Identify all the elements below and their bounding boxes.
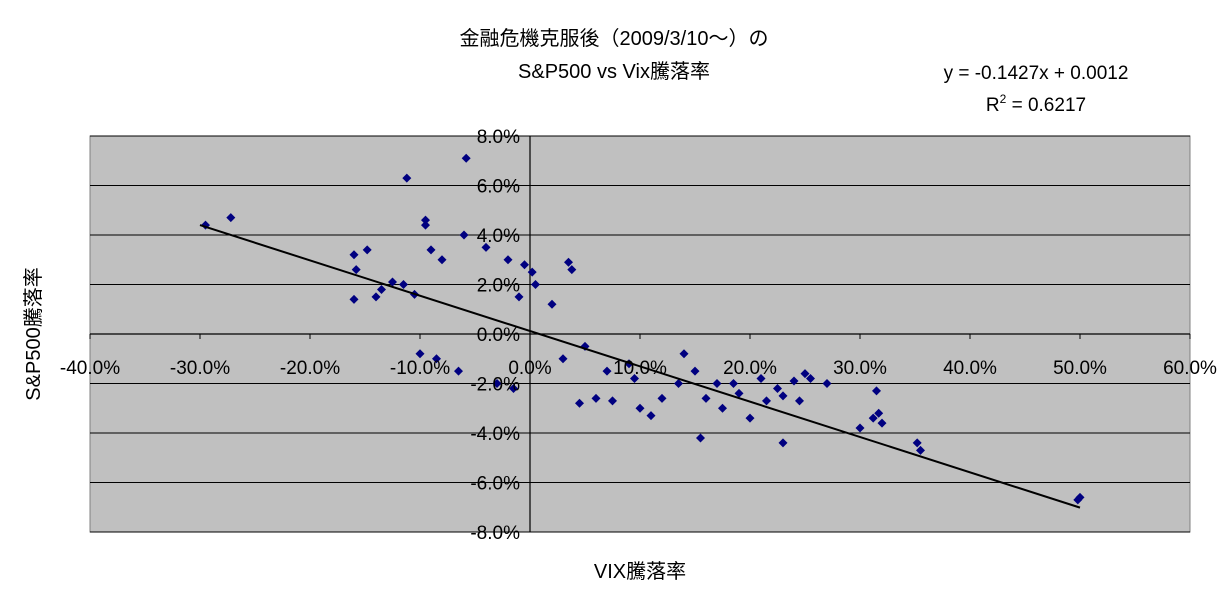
data-point bbox=[461, 153, 471, 163]
y-axis-title: S&P500騰落率 bbox=[22, 267, 45, 400]
data-point bbox=[602, 366, 612, 376]
data-point bbox=[349, 250, 359, 260]
data-point bbox=[789, 376, 799, 386]
x-tick-label: 30.0% bbox=[833, 358, 887, 379]
data-point bbox=[855, 423, 865, 433]
trendline-equation: y = -0.1427x + 0.0012 bbox=[944, 63, 1129, 84]
data-point bbox=[547, 299, 557, 309]
x-tick-label: -30.0% bbox=[170, 358, 230, 379]
data-point bbox=[377, 284, 386, 294]
chart-title-line-2: S&P500 vs Vix騰落率 bbox=[518, 60, 710, 83]
data-point bbox=[388, 277, 397, 287]
data-point bbox=[874, 408, 884, 418]
data-point bbox=[454, 366, 463, 376]
data-point bbox=[402, 173, 412, 183]
data-point bbox=[745, 413, 755, 423]
data-point bbox=[806, 374, 815, 384]
data-point bbox=[558, 354, 568, 364]
data-point bbox=[432, 354, 441, 364]
y-tick-label: 0.0% bbox=[477, 325, 520, 346]
data-point bbox=[729, 379, 738, 388]
data-point bbox=[756, 374, 766, 384]
data-point bbox=[509, 383, 518, 393]
data-point bbox=[877, 418, 887, 428]
data-point bbox=[437, 255, 447, 265]
data-point bbox=[762, 396, 771, 406]
y-tick-label: -8.0% bbox=[470, 523, 520, 544]
y-tick-label: 2.0% bbox=[477, 276, 520, 297]
y-tick-label: -4.0% bbox=[470, 424, 520, 445]
x-tick-label: 20.0% bbox=[723, 358, 777, 379]
data-point bbox=[734, 388, 744, 398]
data-point bbox=[822, 379, 832, 388]
x-tick-label: -10.0% bbox=[390, 358, 450, 379]
x-tick-label: 50.0% bbox=[1053, 358, 1107, 379]
data-point bbox=[868, 413, 878, 423]
plot-area: -40.0% -30.0% -20.0% -10.0% 0.0% 10.0% 20.0% 30… bbox=[60, 127, 1217, 544]
data-point bbox=[701, 393, 711, 403]
data-point bbox=[481, 242, 491, 252]
x-tick-label: -40.0% bbox=[60, 358, 120, 379]
data-point bbox=[778, 391, 788, 401]
data-point bbox=[795, 396, 804, 406]
data-point bbox=[421, 220, 430, 230]
data-point bbox=[912, 438, 922, 448]
r-squared-label: R2 = 0.6217 bbox=[986, 92, 1086, 116]
data-point bbox=[657, 393, 667, 403]
x-tick-label: -20.0% bbox=[280, 358, 340, 379]
x-tick-label: 10.0% bbox=[613, 358, 667, 379]
data-point bbox=[226, 213, 236, 223]
data-point bbox=[459, 230, 469, 240]
trendline bbox=[199, 224, 1081, 509]
data-point bbox=[778, 438, 788, 448]
data-point bbox=[503, 255, 513, 265]
data-point bbox=[399, 280, 408, 289]
data-point bbox=[773, 383, 782, 393]
data-point bbox=[426, 245, 436, 255]
y-tick-label: -2.0% bbox=[470, 375, 520, 396]
data-point bbox=[635, 403, 645, 413]
data-point bbox=[608, 396, 617, 406]
data-point bbox=[514, 292, 524, 302]
data-point bbox=[712, 379, 722, 388]
data-point bbox=[1075, 492, 1085, 502]
data-point bbox=[575, 398, 584, 408]
data-point bbox=[872, 386, 881, 396]
data-point bbox=[564, 257, 573, 267]
data-point bbox=[349, 294, 359, 304]
data-point bbox=[718, 403, 727, 413]
data-point bbox=[351, 265, 361, 275]
data-point bbox=[421, 215, 430, 225]
data-point bbox=[679, 349, 689, 359]
y-tick-label: 6.0% bbox=[477, 177, 520, 198]
data-point bbox=[696, 433, 705, 443]
data-point bbox=[492, 379, 502, 388]
data-point bbox=[362, 245, 372, 255]
data-point bbox=[567, 265, 577, 275]
data-point bbox=[646, 411, 656, 421]
data-point bbox=[674, 379, 683, 388]
data-point bbox=[800, 369, 810, 379]
x-axis-title: VIX騰落率 bbox=[594, 560, 686, 583]
data-point bbox=[371, 292, 381, 302]
data-point bbox=[527, 267, 537, 277]
data-point bbox=[415, 349, 425, 359]
data-point bbox=[531, 280, 540, 289]
data-point bbox=[916, 445, 925, 455]
data-point bbox=[520, 260, 529, 270]
x-tick-label: 60.0% bbox=[1163, 358, 1217, 379]
x-tick-label: 40.0% bbox=[943, 358, 997, 379]
data-point bbox=[690, 366, 700, 376]
y-tick-label: 4.0% bbox=[477, 226, 520, 247]
x-tick-label: 0.0% bbox=[508, 358, 551, 379]
y-tick-label: 8.0% bbox=[477, 127, 520, 148]
data-point bbox=[591, 393, 601, 403]
data-point bbox=[630, 374, 639, 384]
chart-title-line-1: 金融危機克服後（2009/3/10～）の bbox=[460, 27, 769, 50]
y-tick-label: -6.0% bbox=[470, 474, 520, 495]
